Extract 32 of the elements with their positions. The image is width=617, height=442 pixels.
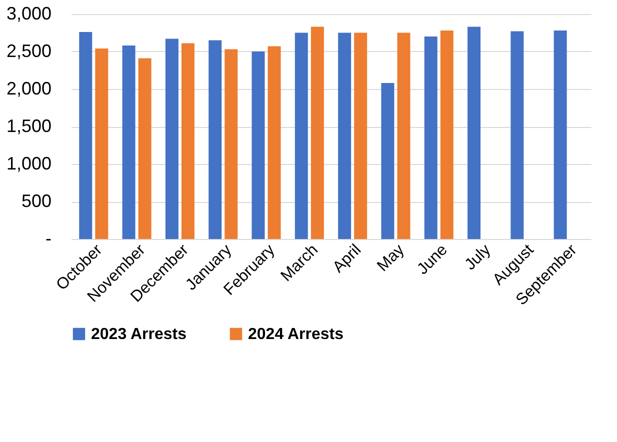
bar bbox=[397, 32, 410, 239]
bar bbox=[138, 58, 152, 239]
bar bbox=[95, 48, 108, 239]
x-tick-label: May bbox=[374, 242, 408, 275]
y-tick-label: 1,500 bbox=[6, 116, 52, 136]
bar bbox=[554, 30, 567, 239]
x-tick-label: July bbox=[462, 242, 494, 274]
bar bbox=[252, 52, 265, 239]
bar bbox=[122, 46, 136, 239]
bar bbox=[354, 32, 368, 239]
bar bbox=[381, 83, 394, 239]
bar bbox=[224, 49, 238, 239]
y-tick-label: 2,000 bbox=[6, 78, 52, 98]
bar bbox=[338, 32, 352, 239]
bar bbox=[79, 32, 92, 239]
bar bbox=[424, 36, 438, 239]
bar bbox=[165, 38, 178, 239]
bar bbox=[310, 26, 324, 239]
legend-label: 2023 Arrests bbox=[91, 326, 187, 343]
bar bbox=[294, 32, 308, 239]
y-tick-label: 1,000 bbox=[6, 154, 52, 174]
legend-label: 2024 Arrests bbox=[248, 326, 344, 343]
bar bbox=[268, 46, 281, 239]
y-tick-label: - bbox=[46, 228, 52, 248]
bar bbox=[468, 26, 481, 239]
bar bbox=[510, 31, 524, 239]
y-tick-label: 2,500 bbox=[6, 41, 52, 61]
y-tick-label: 500 bbox=[21, 191, 52, 211]
y-tick-label: 3,000 bbox=[6, 4, 52, 24]
bar bbox=[440, 30, 454, 239]
bar bbox=[208, 40, 222, 239]
bar bbox=[181, 43, 194, 239]
